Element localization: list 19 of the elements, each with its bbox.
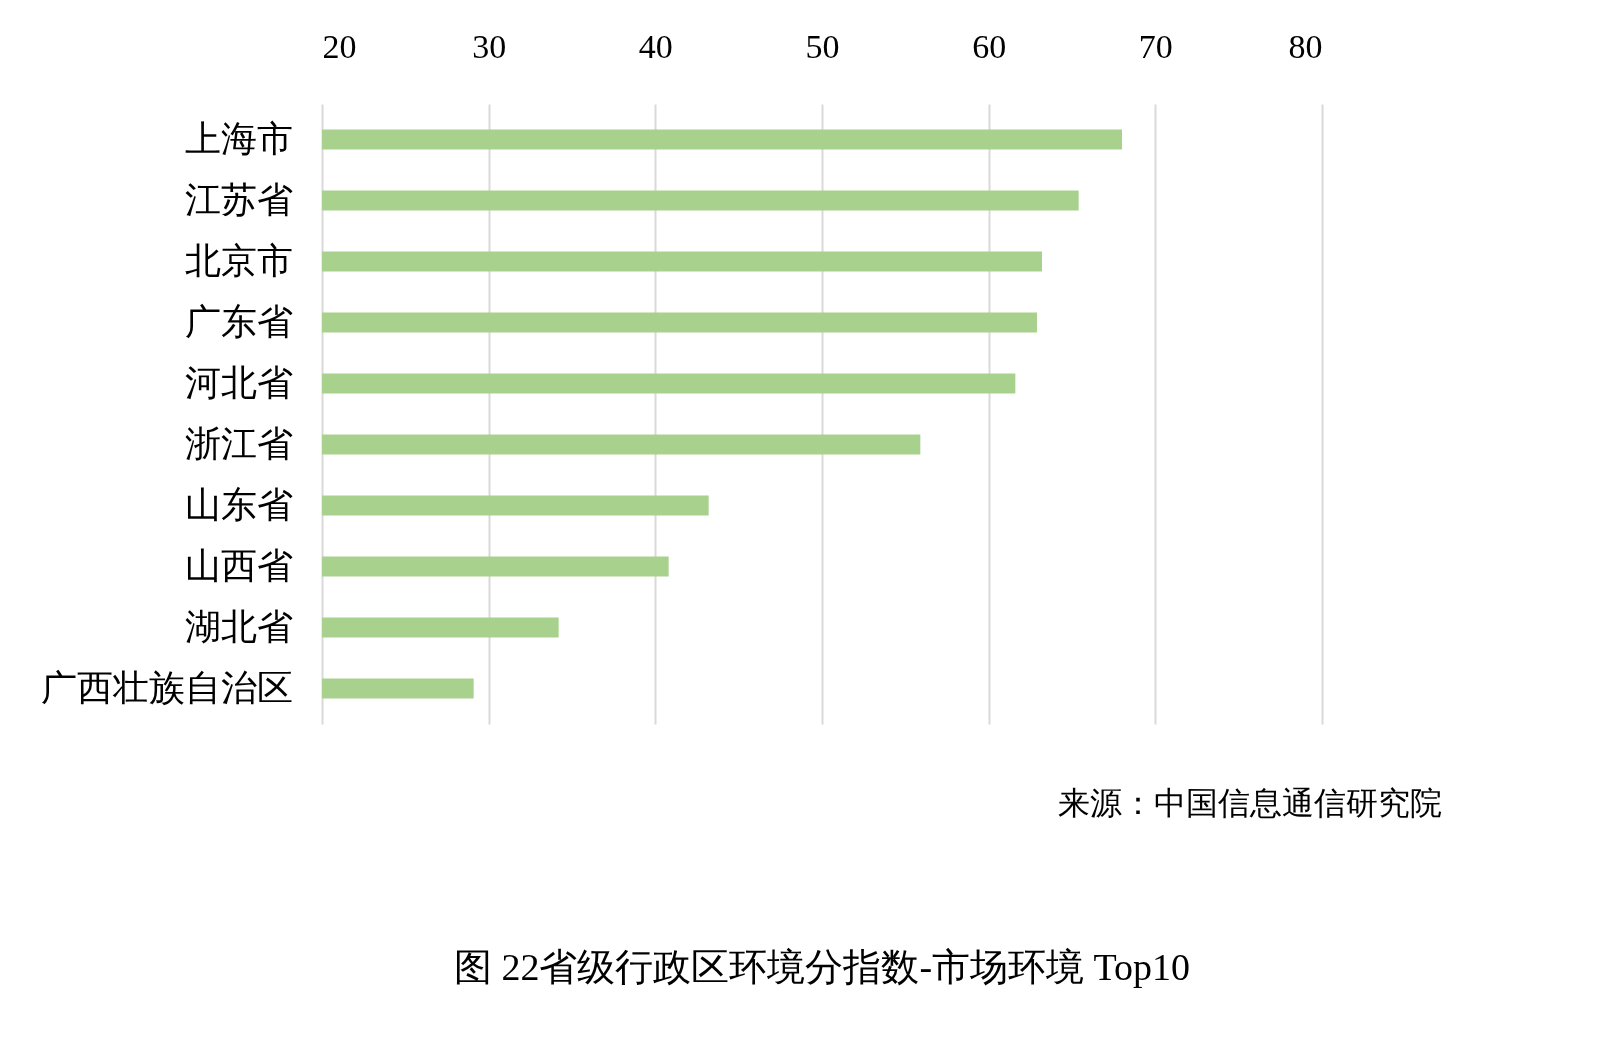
y-tick-label: 浙江省	[184, 424, 293, 464]
y-tick-label: 河北省	[184, 363, 293, 403]
x-tick-label: 50	[805, 27, 840, 65]
y-tick-label: 山西省	[184, 546, 293, 586]
y-tick-label: 江苏省	[184, 180, 293, 220]
y-tick-label: 广东省	[184, 302, 293, 342]
x-tick-label: 60	[972, 27, 1007, 65]
text: 图 22省级行政区环境分指数-市场环境 Top10	[453, 946, 1191, 988]
y-tick-label: 北京市	[184, 241, 293, 281]
y-tick-label: 湖北省	[184, 607, 293, 647]
x-tick-label: 40	[638, 27, 673, 65]
y-tick-label: 山东省	[184, 485, 293, 525]
x-tick-label: 30	[472, 27, 507, 65]
x-tick-label: 80	[1288, 27, 1323, 65]
x-tick-label: 20	[322, 27, 357, 65]
y-tick-label: 上海市	[184, 119, 293, 159]
x-tick-label: 70	[1138, 27, 1173, 65]
y-tick-label: 广西壮族自治区	[40, 668, 293, 708]
source-note: 来源：中国信息通信研究院	[1058, 785, 1442, 821]
